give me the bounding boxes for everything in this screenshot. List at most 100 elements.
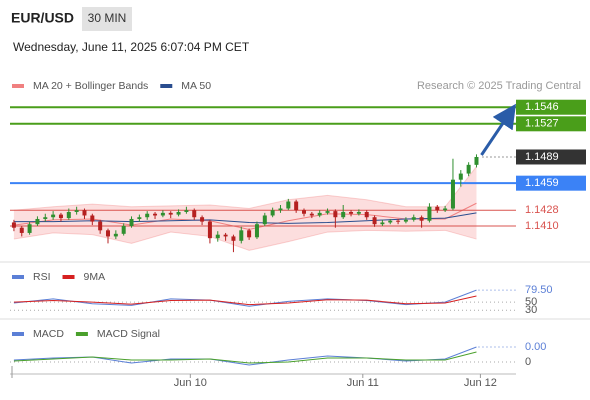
candle-body <box>74 210 79 212</box>
candle-body <box>129 218 134 226</box>
legend-swatch <box>160 84 173 88</box>
symbol: EUR/USD <box>11 10 74 26</box>
level-box <box>516 175 586 191</box>
candle-body <box>215 234 220 239</box>
legend-swatch <box>12 275 24 279</box>
candle-body <box>317 212 322 216</box>
candle-body <box>223 234 228 237</box>
candle-body <box>51 214 56 218</box>
candle-body <box>239 230 244 241</box>
y-tick-label: 30 <box>525 304 537 316</box>
candle-body <box>450 179 455 209</box>
indicator-line <box>13 289 477 307</box>
candle-body <box>435 206 440 211</box>
candle-body <box>160 212 165 216</box>
y-tick-label: 0 <box>525 356 531 368</box>
legend-label: MA 20 + Bollinger Bands <box>33 80 148 92</box>
candle-body <box>372 217 377 225</box>
bollinger-lower <box>13 229 477 251</box>
candle-body <box>153 213 158 216</box>
candle-body <box>90 215 95 222</box>
indicator-line <box>13 351 477 364</box>
legend-swatch <box>62 275 75 279</box>
candle-body <box>231 236 236 241</box>
candle-body <box>82 210 87 216</box>
candle-body <box>474 156 479 165</box>
credit: Research © 2025 Trading Central <box>417 80 581 92</box>
legend-swatch <box>75 332 88 336</box>
candle-body <box>66 211 71 219</box>
legend-label: MA 50 <box>181 80 211 92</box>
level-label: 1.1428 <box>525 204 559 216</box>
projection-arrow <box>480 103 517 156</box>
candle-body <box>27 224 32 233</box>
candle-body <box>98 221 103 231</box>
candle-body <box>380 222 385 225</box>
candle-body <box>58 214 63 219</box>
bollinger-upper <box>13 166 477 211</box>
y-tick-label: 50 <box>525 296 537 308</box>
candle-body <box>106 230 110 237</box>
candle-body <box>19 227 24 233</box>
candle-body <box>192 210 197 218</box>
candle-body <box>11 222 16 228</box>
candle-body <box>396 220 401 222</box>
candle-body <box>200 217 205 222</box>
candle-body <box>302 210 306 214</box>
candle-body <box>184 210 189 212</box>
level-label: 1.1527 <box>525 118 559 130</box>
level-box <box>516 99 586 115</box>
candle-body <box>349 211 354 214</box>
level-label: 1.1546 <box>525 101 559 113</box>
candle-body <box>458 173 463 180</box>
candle-body <box>43 217 48 219</box>
candle-body <box>388 220 393 223</box>
candle-body <box>286 201 291 209</box>
candle-body <box>145 213 150 218</box>
legend-label: 9MA <box>84 271 106 283</box>
candle-body <box>333 211 338 218</box>
current-value-label: 79.50 <box>525 284 553 296</box>
indicator-line <box>13 295 477 306</box>
candle-body <box>278 208 283 211</box>
candle-body <box>168 212 173 215</box>
candle-body <box>270 210 275 216</box>
candle-body <box>121 225 126 234</box>
candle-body <box>356 211 361 214</box>
x-tick-label: Jun 11 <box>347 377 379 389</box>
level-label: 1.1459 <box>525 177 559 189</box>
level-box <box>516 149 586 165</box>
legend-label: MACD <box>33 328 64 340</box>
candle-body <box>443 208 448 211</box>
candle-body <box>262 215 267 225</box>
candle-body <box>247 230 252 238</box>
candle-body <box>176 211 181 215</box>
candle-body <box>411 217 416 220</box>
timeframe[interactable]: 30 MIN <box>88 11 127 25</box>
level-box <box>516 116 586 132</box>
level-label: 1.1410 <box>525 220 559 232</box>
candle-body <box>403 219 408 222</box>
candle-body <box>341 211 346 218</box>
timeframe-box[interactable] <box>82 7 132 31</box>
candle-body <box>294 201 299 211</box>
candle-body <box>364 211 369 218</box>
level-label: 1.1489 <box>525 151 559 163</box>
datetime: Wednesday, June 11, 2025 6:07:04 PM CET <box>13 40 250 54</box>
candle-body <box>137 217 142 219</box>
legend-swatch <box>12 332 24 336</box>
current-value-label: 0.00 <box>525 341 546 353</box>
candle-body <box>309 213 314 216</box>
candle-body <box>466 164 471 174</box>
x-tick-label: Jun 10 <box>174 377 207 389</box>
x-tick-label: Jun 12 <box>464 377 497 389</box>
legend-swatch <box>12 84 24 88</box>
candle-body <box>419 217 424 221</box>
candle-body <box>254 224 259 238</box>
candle-body <box>325 211 330 213</box>
candle-body <box>427 206 432 221</box>
legend-label: RSI <box>33 271 51 283</box>
bollinger-band <box>13 166 477 251</box>
candle-body <box>113 233 118 237</box>
